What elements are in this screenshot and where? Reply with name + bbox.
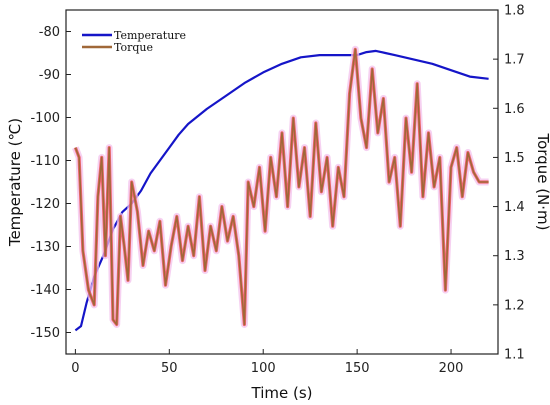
y-right-tick-label: 1.1 xyxy=(504,348,525,363)
y-left-tick-label: -90 xyxy=(39,68,60,83)
series-layer xyxy=(72,45,489,332)
legend-label-torque: Torque xyxy=(114,41,153,54)
y-axis-title-left: Temperature (℃) xyxy=(6,118,24,247)
legend: Temperature Torque xyxy=(82,29,186,54)
y-left-tick-label: -140 xyxy=(30,283,60,298)
y-right-tick-label: 1.7 xyxy=(504,53,525,68)
y-right-tick-label: 1.3 xyxy=(504,249,525,264)
y-left-tick-label: -120 xyxy=(30,197,60,212)
y-right-tick-label: 1.8 xyxy=(504,4,525,19)
y-left-tick-label: -150 xyxy=(30,326,60,341)
x-tick-label: 0 xyxy=(71,361,79,376)
x-tick-label: 200 xyxy=(439,361,464,376)
x-axis-title: Time (s) xyxy=(251,384,313,402)
y-axis-title-right: Torque (N·m) xyxy=(534,132,550,230)
y-left-tick-label: -110 xyxy=(30,154,60,169)
y-right-tick-label: 1.5 xyxy=(504,151,525,166)
x-tick-label: 50 xyxy=(161,361,178,376)
x-tick-label: 150 xyxy=(345,361,370,376)
torque-series-line xyxy=(74,48,489,326)
y-right-tick-label: 1.6 xyxy=(504,102,525,117)
temperature-series-line xyxy=(74,49,489,332)
y-left-tick-label: -130 xyxy=(30,240,60,255)
y-right-tick-label: 1.4 xyxy=(504,200,525,215)
tick-layer: 0 50 100 150 200 -150 -140 -130 -120 -110 -100 -90 -… xyxy=(30,4,524,377)
legend-label-temperature: Temperature xyxy=(114,29,186,42)
x-tick-label: 100 xyxy=(251,361,276,376)
y-right-tick-label: 1.2 xyxy=(504,298,525,313)
y-left-tick-label: -80 xyxy=(39,25,60,40)
y-left-tick-label: -100 xyxy=(30,111,60,126)
